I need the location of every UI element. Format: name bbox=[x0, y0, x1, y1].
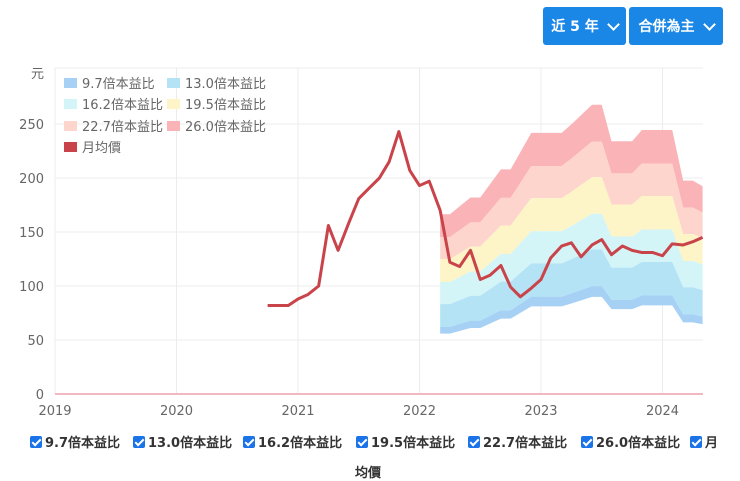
x-tick-label: 2024 bbox=[646, 404, 679, 419]
y-axis: 0 50 100 150 200 250 bbox=[19, 118, 44, 403]
checkbox-label-wrap: 均價 bbox=[355, 466, 382, 481]
x-tick-label: 2023 bbox=[524, 404, 557, 419]
legend-label: 16.2倍本益比 bbox=[82, 98, 163, 113]
series-toggle-5[interactable]: 26.0倍本益比 bbox=[581, 432, 680, 451]
y-tick-label: 100 bbox=[19, 280, 44, 295]
legend-swatch bbox=[64, 121, 77, 131]
monthly-avg-price-line bbox=[267, 130, 704, 307]
pe-band-19.5 bbox=[440, 177, 703, 283]
x-axis: 2019 2020 2021 2022 2023 2024 bbox=[38, 404, 679, 419]
checkbox-checked-icon[interactable] bbox=[133, 435, 145, 448]
x-tick-label: 2022 bbox=[403, 404, 436, 419]
y-tick-label: 50 bbox=[27, 334, 44, 349]
series-toggle-label: 22.7倍本益比 bbox=[483, 436, 568, 451]
series-toggle-0[interactable]: 9.7倍本益比 bbox=[30, 432, 120, 451]
checkbox-checked-icon[interactable] bbox=[30, 435, 42, 448]
checkbox-checked-icon[interactable] bbox=[468, 435, 480, 448]
y-tick-label: 0 bbox=[36, 388, 44, 403]
chart-legend: 9.7倍本益比 13.0倍本益比 16.2倍本益比 19.5倍本益比 22.7倍本益比 2… bbox=[64, 77, 266, 156]
y-tick-label: 150 bbox=[19, 226, 44, 241]
legend-swatch bbox=[167, 99, 180, 109]
checkbox-checked-icon[interactable] bbox=[581, 435, 593, 448]
range-label: 近 5 年 bbox=[551, 19, 599, 35]
mode-label: 合併為主 bbox=[638, 19, 695, 35]
pe-bands bbox=[440, 104, 703, 334]
y-tick-label: 200 bbox=[19, 172, 44, 187]
legend-label: 13.0倍本益比 bbox=[185, 77, 266, 92]
y-tick-label: 250 bbox=[19, 118, 44, 133]
report-mode-select-button[interactable]: 合併為主 bbox=[629, 7, 723, 45]
x-tick-label: 2021 bbox=[281, 404, 314, 419]
series-toggle-2[interactable]: 16.2倍本益比 bbox=[243, 432, 342, 451]
series-toggle-6[interactable]: 月 bbox=[690, 432, 718, 451]
series-toggle-label: 9.7倍本益比 bbox=[45, 436, 121, 451]
x-tick-label: 2019 bbox=[38, 404, 71, 419]
series-toggle-label: 16.2倍本益比 bbox=[258, 436, 343, 451]
series-toggle-label: 13.0倍本益比 bbox=[148, 436, 233, 451]
legend-label: 26.0倍本益比 bbox=[185, 120, 266, 135]
pe-band-22.7 bbox=[440, 141, 703, 260]
pe-band-16.2 bbox=[440, 213, 703, 305]
series-toggle-4[interactable]: 22.7倍本益比 bbox=[468, 432, 567, 451]
checkbox-checked-icon[interactable] bbox=[356, 435, 368, 448]
legend-label: 19.5倍本益比 bbox=[185, 98, 266, 113]
legend-label: 月均價 bbox=[82, 141, 121, 156]
legend-swatch bbox=[64, 142, 77, 152]
x-tick-label: 2020 bbox=[160, 404, 193, 419]
legend-swatch bbox=[167, 78, 180, 88]
series-toggle-1[interactable]: 13.0倍本益比 bbox=[133, 432, 232, 451]
y-axis-unit: 元 bbox=[31, 67, 44, 82]
pe-band-9.7 bbox=[440, 286, 703, 334]
checkbox-checked-icon[interactable] bbox=[690, 435, 702, 448]
pe-river-chart: 0 50 100 150 200 250 2019 2020 2021 2022 2023 2024… bbox=[19, 67, 704, 419]
legend-swatch bbox=[64, 99, 77, 109]
legend-label: 9.7倍本益比 bbox=[82, 77, 155, 92]
checkbox-checked-icon[interactable] bbox=[243, 435, 255, 448]
legend-label: 22.7倍本益比 bbox=[82, 120, 163, 135]
series-toggle-label: 月 bbox=[705, 436, 719, 451]
range-select-button[interactable]: 近 5 年 bbox=[543, 7, 626, 45]
series-toggle-3[interactable]: 19.5倍本益比 bbox=[356, 432, 455, 451]
legend-swatch bbox=[167, 121, 180, 131]
series-toggle-label: 26.0倍本益比 bbox=[596, 436, 681, 451]
pe-band-26 bbox=[440, 104, 703, 238]
legend-swatch bbox=[64, 78, 77, 88]
pe-band-13 bbox=[440, 249, 703, 327]
series-toggle-label: 19.5倍本益比 bbox=[371, 436, 456, 451]
